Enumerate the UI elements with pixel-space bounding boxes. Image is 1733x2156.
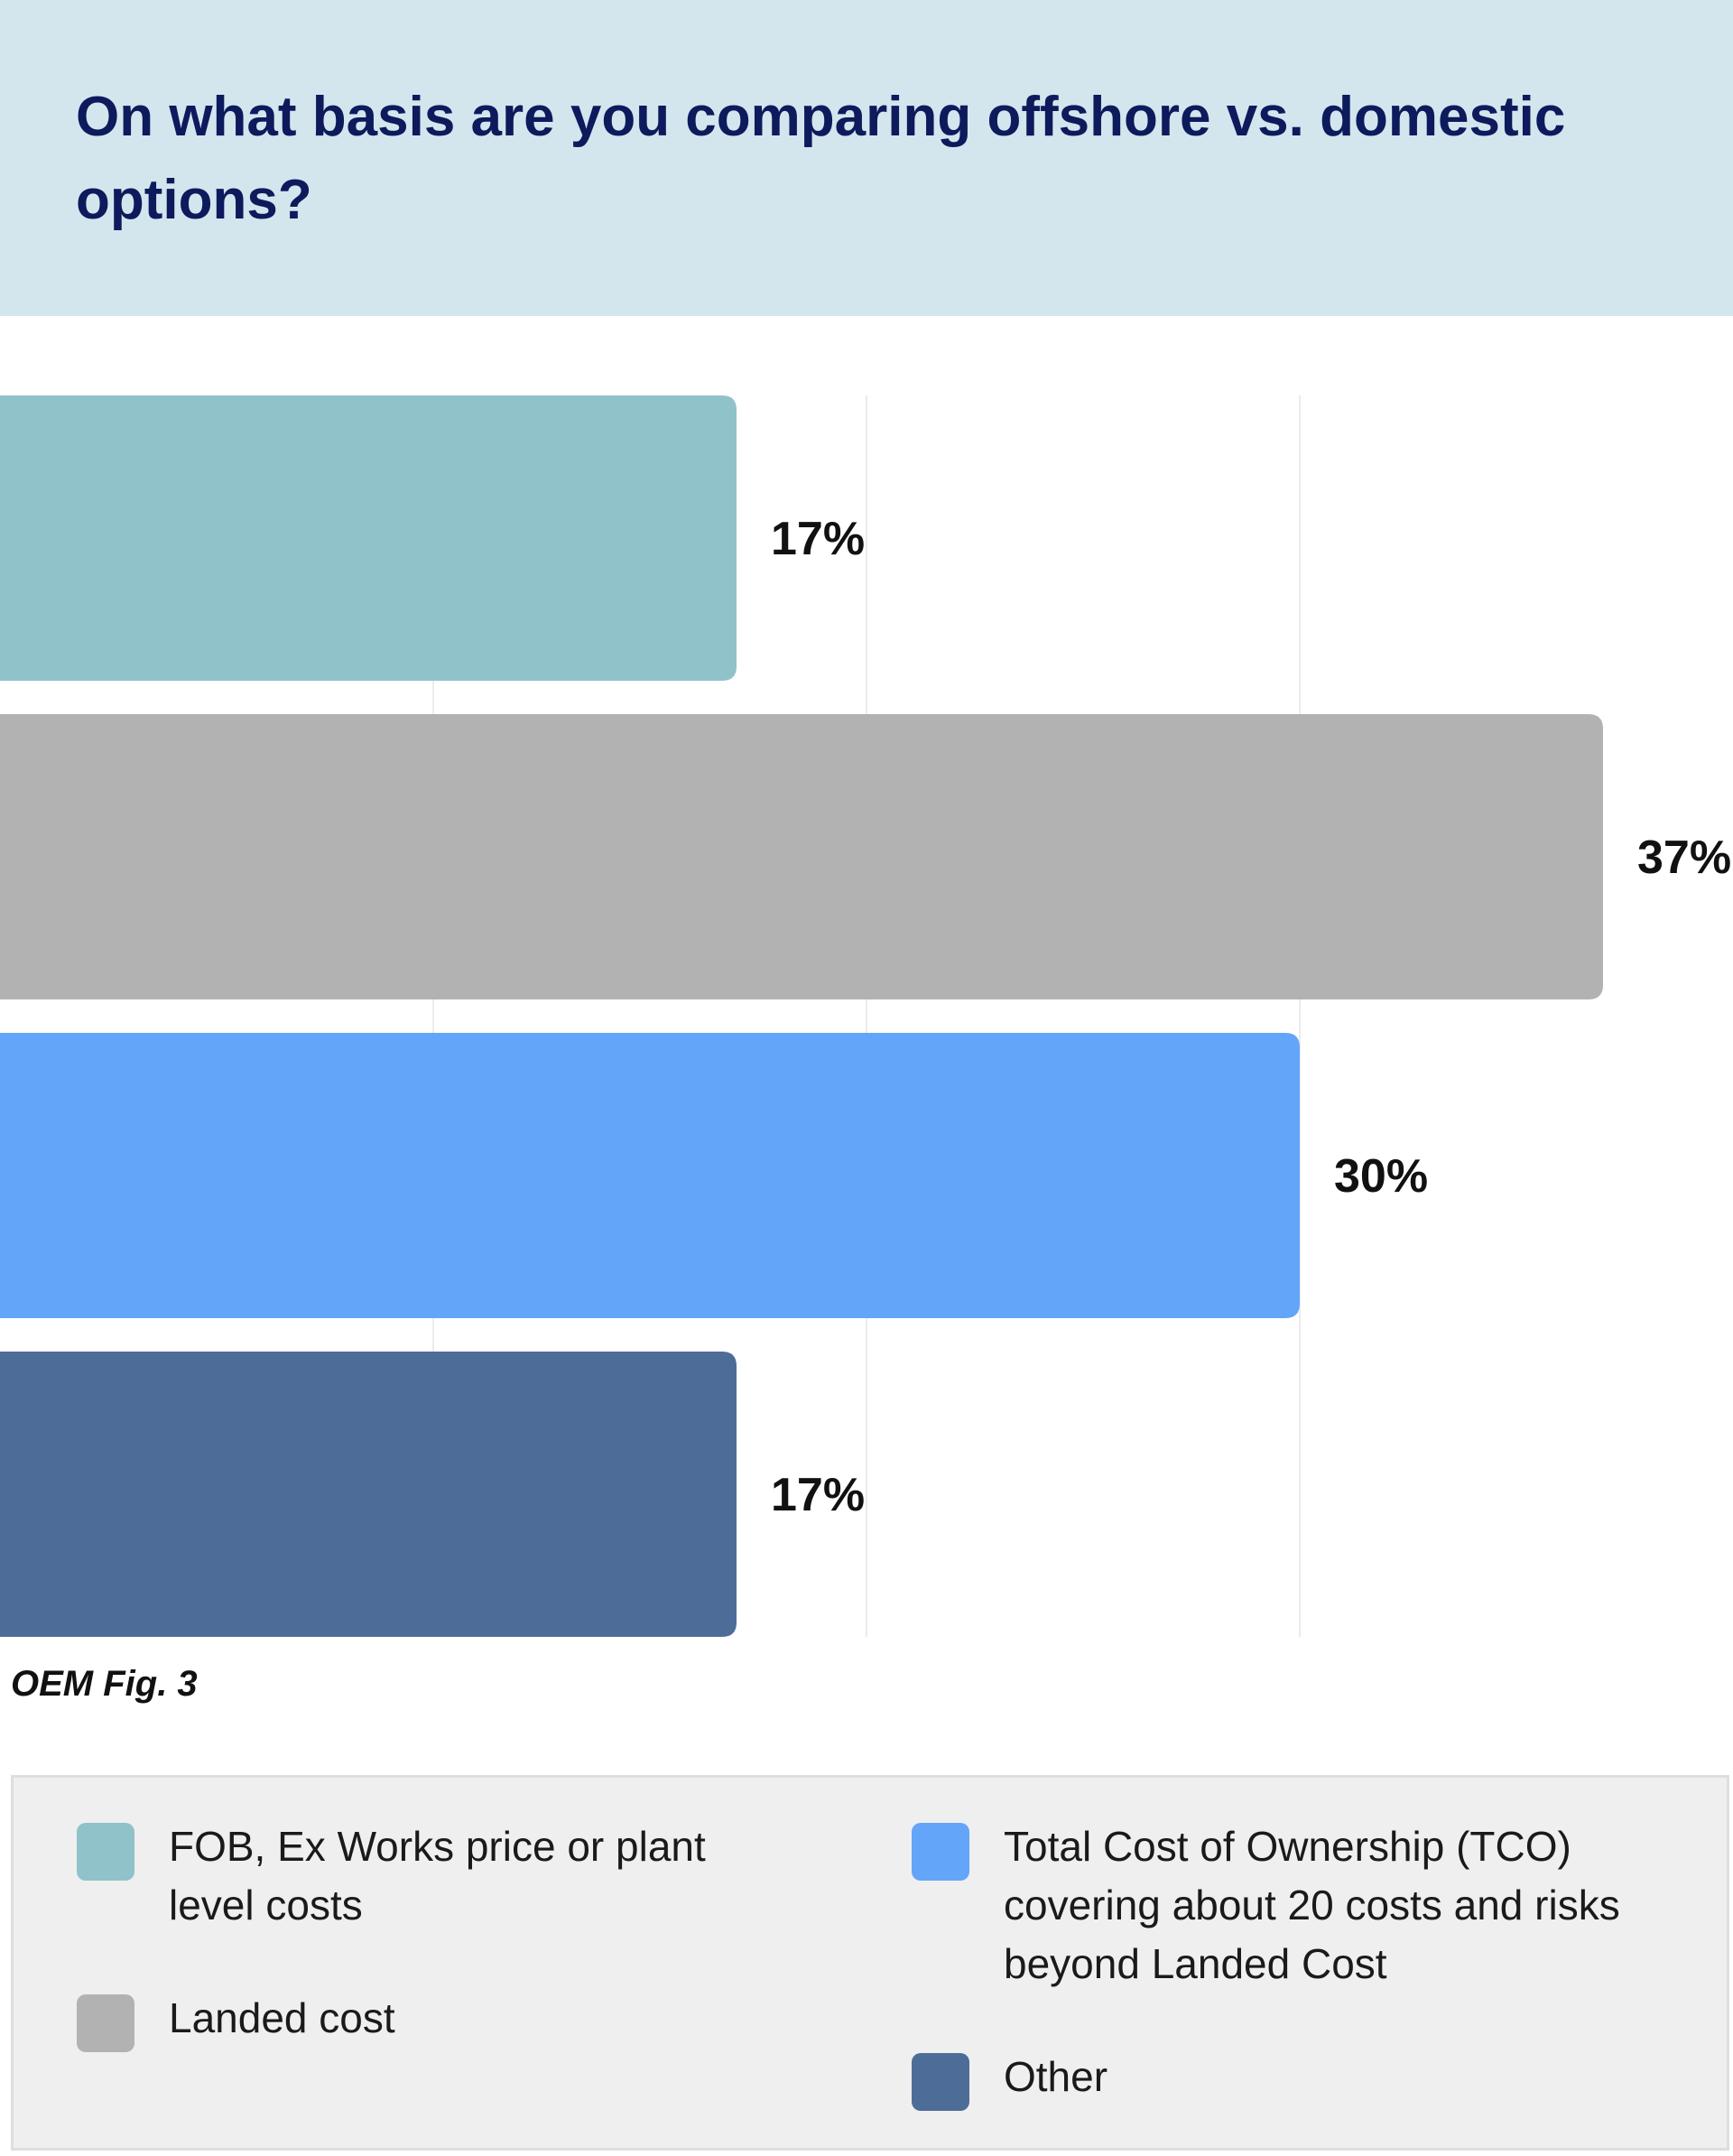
legend-swatch-tco [912, 1823, 969, 1881]
bar-value-label-4: 17% [771, 1469, 865, 1521]
chart-title: On what basis are you comparing offshore… [76, 86, 1566, 231]
bars [0, 395, 1603, 1637]
bar-value-label-2: 37% [1637, 832, 1731, 884]
legend-label-landed-cost: Landed cost [169, 1994, 395, 2041]
legend-swatch-fob [77, 1823, 134, 1881]
legend-label-tco: Total Cost of Ownership (TCO) covering a… [1004, 1823, 1620, 1987]
figure-caption: OEM Fig. 3 [11, 1664, 198, 1704]
bar-4 [0, 1352, 737, 1637]
bar-2 [0, 714, 1603, 999]
legend-label-fob: FOB, Ex Works price or plant level costs [169, 1823, 706, 1928]
value-labels: 17% 37% 30% 17% [771, 513, 1731, 1521]
legend-label-other: Other [1004, 2053, 1108, 2100]
legend-swatch-other [912, 2053, 969, 2111]
chart-legend: FOB, Ex Works price or plant level costs… [11, 1775, 1729, 2151]
chart-header: On what basis are you comparing offshore… [0, 0, 1733, 316]
bar-3 [0, 1033, 1300, 1318]
bar-value-label-3: 30% [1334, 1150, 1428, 1203]
legend-swatch-landed-cost [77, 1994, 134, 2052]
bar-chart: 17% 37% 30% 17% [0, 395, 1731, 1637]
bar-value-label-1: 17% [771, 513, 865, 565]
bar-1 [0, 395, 737, 681]
